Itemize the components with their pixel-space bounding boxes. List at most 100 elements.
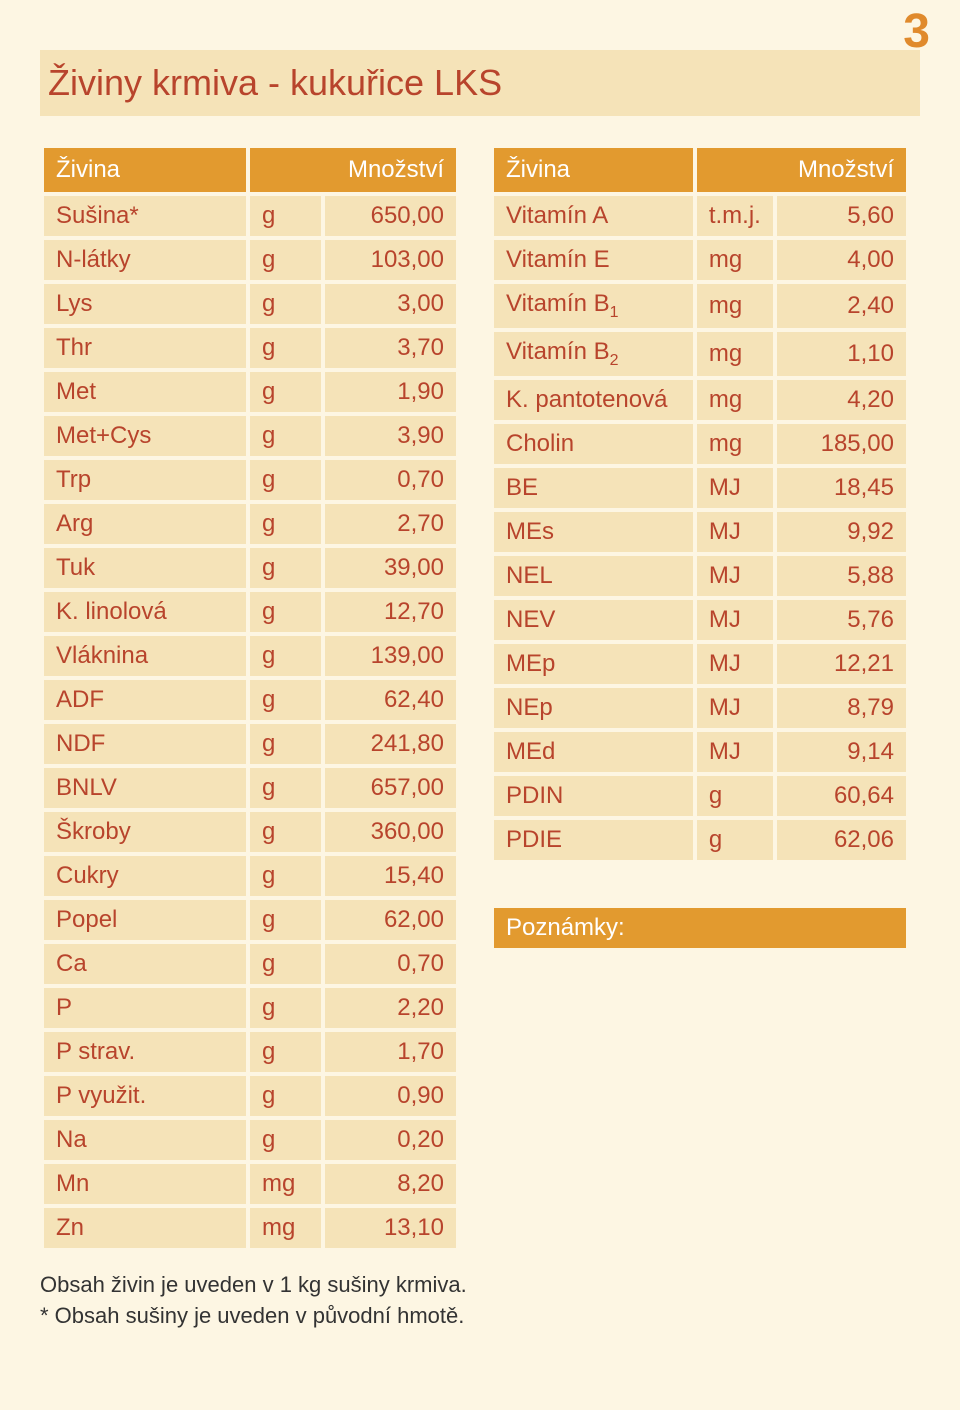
nutrient-unit: g — [250, 1032, 321, 1072]
nutrient-value: 12,70 — [325, 592, 456, 632]
nutrient-name: P — [44, 988, 246, 1028]
nutrient-name: NEV — [494, 600, 693, 640]
table-row: Cukryg15,40 — [44, 856, 456, 896]
nutrient-unit: mg — [250, 1164, 321, 1204]
nutrient-value: 12,21 — [777, 644, 906, 684]
nutrient-value: 3,70 — [325, 328, 456, 368]
nutrient-value: 62,06 — [777, 820, 906, 860]
nutrient-value: 3,90 — [325, 416, 456, 456]
nutrient-value: 5,88 — [777, 556, 906, 596]
nutrient-name: Lys — [44, 284, 246, 324]
nutrient-unit: t.m.j. — [697, 196, 773, 236]
nutrient-name: P strav. — [44, 1032, 246, 1072]
nutrient-unit: g — [250, 944, 321, 984]
table-row: Nag0,20 — [44, 1120, 456, 1160]
nutrient-unit: g — [697, 820, 773, 860]
nutrient-value: 8,20 — [325, 1164, 456, 1204]
nutrient-name: K. linolová — [44, 592, 246, 632]
table-row-notes: Poznámky: — [494, 908, 906, 948]
nutrient-unit: g — [250, 372, 321, 412]
nutrient-unit: g — [250, 988, 321, 1028]
table-row: BEMJ18,45 — [494, 468, 906, 508]
nutrient-value: 13,10 — [325, 1208, 456, 1248]
header-qty: Množství — [697, 148, 906, 192]
nutrient-unit: g — [250, 900, 321, 940]
nutrient-unit: MJ — [697, 468, 773, 508]
table-row: MEdMJ9,14 — [494, 732, 906, 772]
nutrient-value: 2,40 — [777, 284, 906, 328]
footer-line-2: * Obsah sušiny je uveden v původní hmotě… — [40, 1301, 920, 1332]
nutrient-unit: g — [250, 548, 321, 588]
nutrient-value: 39,00 — [325, 548, 456, 588]
nutrient-value: 62,00 — [325, 900, 456, 940]
nutrient-name: Tuk — [44, 548, 246, 588]
nutrient-value: 5,76 — [777, 600, 906, 640]
nutrient-unit: g — [250, 768, 321, 808]
nutrient-unit: g — [250, 1076, 321, 1116]
nutrient-value: 650,00 — [325, 196, 456, 236]
footer-notes: Obsah živin je uveden v 1 kg sušiny krmi… — [40, 1270, 920, 1332]
nutrient-value: 0,20 — [325, 1120, 456, 1160]
nutrient-name: P využit. — [44, 1076, 246, 1116]
nutrient-unit: g — [250, 460, 321, 500]
nutrient-unit: MJ — [697, 600, 773, 640]
table-row: Vitamín Emg4,00 — [494, 240, 906, 280]
nutrient-value: 360,00 — [325, 812, 456, 852]
nutrient-unit: mg — [697, 332, 773, 376]
nutrient-value: 103,00 — [325, 240, 456, 280]
nutrient-value: 62,40 — [325, 680, 456, 720]
nutrient-name: BNLV — [44, 768, 246, 808]
nutrient-unit: mg — [697, 284, 773, 328]
subscript: 1 — [610, 304, 619, 321]
notes-label: Poznámky: — [494, 908, 906, 948]
table-row: Sušina*g650,00 — [44, 196, 456, 236]
nutrient-value: 185,00 — [777, 424, 906, 464]
nutrient-value: 1,10 — [777, 332, 906, 376]
table-row: Tukg39,00 — [44, 548, 456, 588]
table-row: K. linolovág12,70 — [44, 592, 456, 632]
nutrient-name: Vláknina — [44, 636, 246, 676]
page-title: Živiny krmiva - kukuřice LKS — [48, 62, 912, 104]
nutrient-unit: g — [250, 284, 321, 324]
table-row: K. pantotenovámg4,20 — [494, 380, 906, 420]
nutrient-value: 18,45 — [777, 468, 906, 508]
nutrient-unit: g — [250, 504, 321, 544]
nutrient-table-right: Živina Množství Vitamín At.m.j.5,60Vitam… — [490, 144, 910, 952]
nutrient-value: 5,60 — [777, 196, 906, 236]
nutrient-name: Vitamín B1 — [494, 284, 693, 328]
table-row: Pg2,20 — [44, 988, 456, 1028]
nutrient-unit: g — [250, 636, 321, 676]
nutrient-name: Cukry — [44, 856, 246, 896]
nutrient-value: 3,00 — [325, 284, 456, 324]
nutrient-name: Na — [44, 1120, 246, 1160]
nutrient-value: 8,79 — [777, 688, 906, 728]
header-name: Živina — [494, 148, 693, 192]
nutrient-value: 9,14 — [777, 732, 906, 772]
table-row: Cholinmg185,00 — [494, 424, 906, 464]
table-row: Cag0,70 — [44, 944, 456, 984]
nutrient-value: 0,70 — [325, 460, 456, 500]
table-row: NDFg241,80 — [44, 724, 456, 764]
nutrient-value: 15,40 — [325, 856, 456, 896]
table-row: Vitamín B2mg1,10 — [494, 332, 906, 376]
table-row: Thrg3,70 — [44, 328, 456, 368]
nutrient-unit: MJ — [697, 556, 773, 596]
nutrient-unit: g — [250, 856, 321, 896]
table-row: Met+Cysg3,90 — [44, 416, 456, 456]
nutrient-name: Vitamín A — [494, 196, 693, 236]
nutrient-name: MEp — [494, 644, 693, 684]
table-row: Trpg0,70 — [44, 460, 456, 500]
nutrient-name: PDIN — [494, 776, 693, 816]
table-row: Vitamín At.m.j.5,60 — [494, 196, 906, 236]
footer-line-1: Obsah živin je uveden v 1 kg sušiny krmi… — [40, 1270, 920, 1301]
nutrient-unit: g — [250, 240, 321, 280]
nutrient-unit: MJ — [697, 732, 773, 772]
table-row: P strav.g1,70 — [44, 1032, 456, 1072]
nutrient-unit: g — [697, 776, 773, 816]
table-row: Mnmg8,20 — [44, 1164, 456, 1204]
nutrient-unit: mg — [250, 1208, 321, 1248]
nutrient-value: 241,80 — [325, 724, 456, 764]
nutrient-value: 4,00 — [777, 240, 906, 280]
table-header-row: Živina Množství — [44, 148, 456, 192]
table-row: MEsMJ9,92 — [494, 512, 906, 552]
